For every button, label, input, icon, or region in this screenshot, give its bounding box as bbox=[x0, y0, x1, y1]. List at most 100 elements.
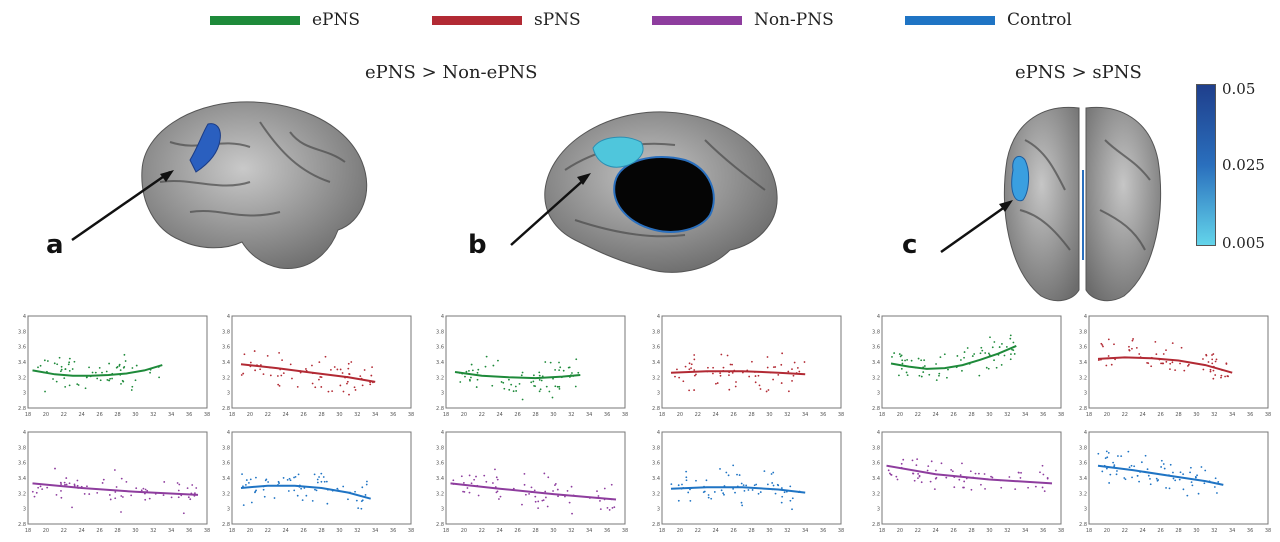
data-point bbox=[933, 488, 936, 490]
data-point bbox=[963, 351, 966, 353]
data-point bbox=[135, 364, 138, 367]
data-point bbox=[547, 476, 550, 479]
data-point bbox=[96, 377, 99, 380]
x-tick-label: 26 bbox=[514, 528, 520, 534]
data-point bbox=[365, 483, 368, 486]
data-point bbox=[1009, 358, 1012, 361]
data-point bbox=[1105, 364, 1108, 367]
data-point bbox=[741, 504, 744, 507]
x-tick-label: 30 bbox=[986, 528, 992, 534]
y-tick-label: 3.4 bbox=[436, 360, 444, 366]
data-point bbox=[571, 512, 573, 515]
data-point bbox=[68, 384, 71, 387]
data-point bbox=[927, 465, 930, 468]
data-point bbox=[963, 356, 965, 359]
data-point bbox=[311, 364, 313, 367]
data-point bbox=[608, 509, 611, 511]
y-tick-label: 3 bbox=[23, 507, 26, 513]
data-point bbox=[305, 368, 307, 370]
data-point bbox=[716, 382, 719, 384]
data-point bbox=[1162, 463, 1165, 465]
data-point bbox=[780, 382, 783, 384]
data-point bbox=[557, 495, 559, 498]
y-tick-label: 3 bbox=[227, 391, 230, 397]
data-point bbox=[544, 361, 547, 363]
y-tick-label: 2.8 bbox=[872, 522, 880, 528]
data-point bbox=[973, 353, 976, 355]
data-point bbox=[984, 352, 987, 354]
data-point bbox=[1187, 365, 1189, 367]
data-point bbox=[149, 371, 151, 374]
data-point bbox=[366, 480, 368, 483]
x-tick-label: 18 bbox=[659, 412, 665, 418]
data-point bbox=[780, 501, 783, 504]
y-tick-label: 4 bbox=[877, 430, 880, 436]
data-point bbox=[140, 489, 143, 492]
data-point bbox=[791, 368, 793, 371]
data-point bbox=[1172, 471, 1174, 474]
data-point bbox=[1214, 374, 1217, 376]
data-point bbox=[599, 500, 601, 502]
scatter-plot-a-non-pns: 4 3.8 3.6 3.4 3.2 3 2.818 20 22 24 26 28 30 32 34 36 38 bbox=[18, 430, 210, 534]
x-tick-label: 28 bbox=[748, 412, 754, 418]
data-point bbox=[1117, 455, 1119, 457]
data-point bbox=[186, 487, 189, 490]
x-tick-label: 30 bbox=[766, 412, 772, 418]
data-point bbox=[904, 359, 906, 362]
data-point bbox=[989, 336, 991, 339]
y-tick-label: 3.6 bbox=[872, 461, 880, 467]
data-point bbox=[1189, 466, 1192, 469]
data-point bbox=[113, 469, 116, 471]
data-point bbox=[242, 485, 244, 488]
data-point bbox=[765, 390, 768, 393]
data-point bbox=[930, 460, 933, 463]
data-point bbox=[1110, 363, 1113, 366]
y-tick-label: 3.2 bbox=[1079, 375, 1087, 381]
scatter-plot-b-spns: 4 3.8 3.6 3.4 3.2 3 2.818 20 22 24 26 28 30 32 34 36 38 bbox=[652, 314, 844, 418]
data-point bbox=[1042, 473, 1045, 476]
data-point bbox=[91, 371, 94, 374]
x-tick-label: 20 bbox=[897, 528, 903, 534]
data-point bbox=[917, 357, 920, 360]
data-point bbox=[325, 480, 328, 483]
data-point bbox=[670, 483, 673, 486]
y-tick-label: 3 bbox=[23, 391, 26, 397]
data-point bbox=[728, 374, 730, 377]
data-point bbox=[348, 373, 351, 375]
data-point bbox=[1027, 486, 1029, 489]
data-point bbox=[774, 492, 777, 495]
data-point bbox=[521, 371, 524, 374]
data-point bbox=[570, 485, 573, 488]
data-point bbox=[906, 359, 909, 361]
data-point bbox=[715, 382, 717, 385]
data-point bbox=[114, 491, 117, 493]
data-point bbox=[574, 385, 577, 388]
data-point bbox=[130, 494, 133, 497]
data-point bbox=[1020, 471, 1022, 474]
data-point bbox=[1179, 471, 1182, 474]
data-point bbox=[65, 483, 68, 486]
data-point bbox=[254, 491, 256, 494]
data-point bbox=[742, 484, 745, 486]
data-point bbox=[1041, 486, 1044, 489]
x-tick-label: 36 bbox=[820, 412, 826, 418]
data-point bbox=[348, 393, 350, 396]
data-point bbox=[1154, 340, 1157, 343]
data-point bbox=[695, 373, 697, 376]
data-point bbox=[101, 371, 103, 374]
x-tick-label: 26 bbox=[1157, 412, 1163, 418]
y-tick-label: 3.2 bbox=[872, 375, 880, 381]
data-point bbox=[1161, 362, 1164, 365]
y-tick-label: 2.8 bbox=[1079, 406, 1087, 412]
data-point bbox=[684, 365, 687, 368]
data-point bbox=[995, 366, 998, 369]
y-tick-label: 3.6 bbox=[436, 345, 444, 351]
data-point bbox=[314, 488, 316, 491]
data-point bbox=[105, 370, 108, 373]
data-point bbox=[466, 487, 469, 489]
x-tick-label: 26 bbox=[730, 528, 736, 534]
data-point bbox=[938, 372, 941, 375]
data-point bbox=[195, 487, 198, 489]
data-point bbox=[918, 374, 921, 377]
plot-frame bbox=[27, 431, 208, 525]
